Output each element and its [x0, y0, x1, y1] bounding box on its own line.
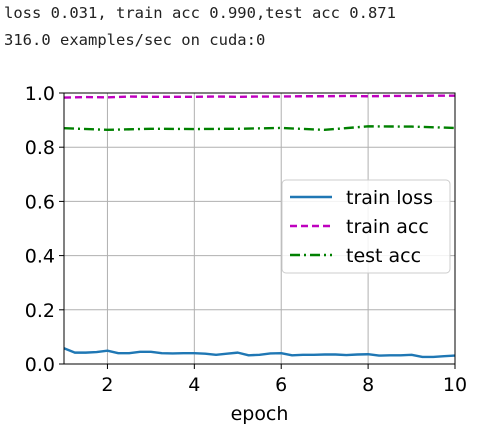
legend-label: train loss [346, 187, 433, 209]
x-tick-label: 6 [275, 374, 287, 396]
y-tick-label: 0.8 [25, 137, 55, 159]
y-tick-label: 1.0 [25, 83, 55, 105]
log-line-loss-accuracy: loss 0.031, train acc 0.990,test acc 0.8… [4, 4, 396, 22]
x-tick-label: 4 [188, 374, 200, 396]
x-tick-label: 8 [362, 374, 374, 396]
log-line-throughput: 316.0 examples/sec on cuda:0 [4, 31, 266, 49]
series-line-train-acc [63, 94, 455, 99]
series-line-test-acc [63, 125, 456, 132]
plot-frame [63, 92, 456, 365]
legend-label: train acc [346, 216, 429, 238]
y-tick-label: 0.4 [25, 246, 55, 268]
series-line-train-loss [63, 347, 456, 359]
x-tick-label: 2 [101, 374, 113, 396]
x-tick-label: 10 [443, 374, 467, 396]
legend-box [281, 179, 451, 274]
legend-label: test acc [346, 245, 421, 267]
series-lines [63, 94, 456, 359]
legend: train loss train acc test acc [281, 179, 451, 274]
y-tick-label: 0.0 [25, 354, 55, 376]
y-tick-label: 0.6 [25, 191, 55, 213]
x-axis-label: epoch [231, 403, 289, 425]
axis-ticks: 2 4 6 8 10 0.0 0.2 0.4 0.6 0.8 1.0 [25, 83, 467, 396]
y-tick-label: 0.2 [25, 300, 55, 322]
